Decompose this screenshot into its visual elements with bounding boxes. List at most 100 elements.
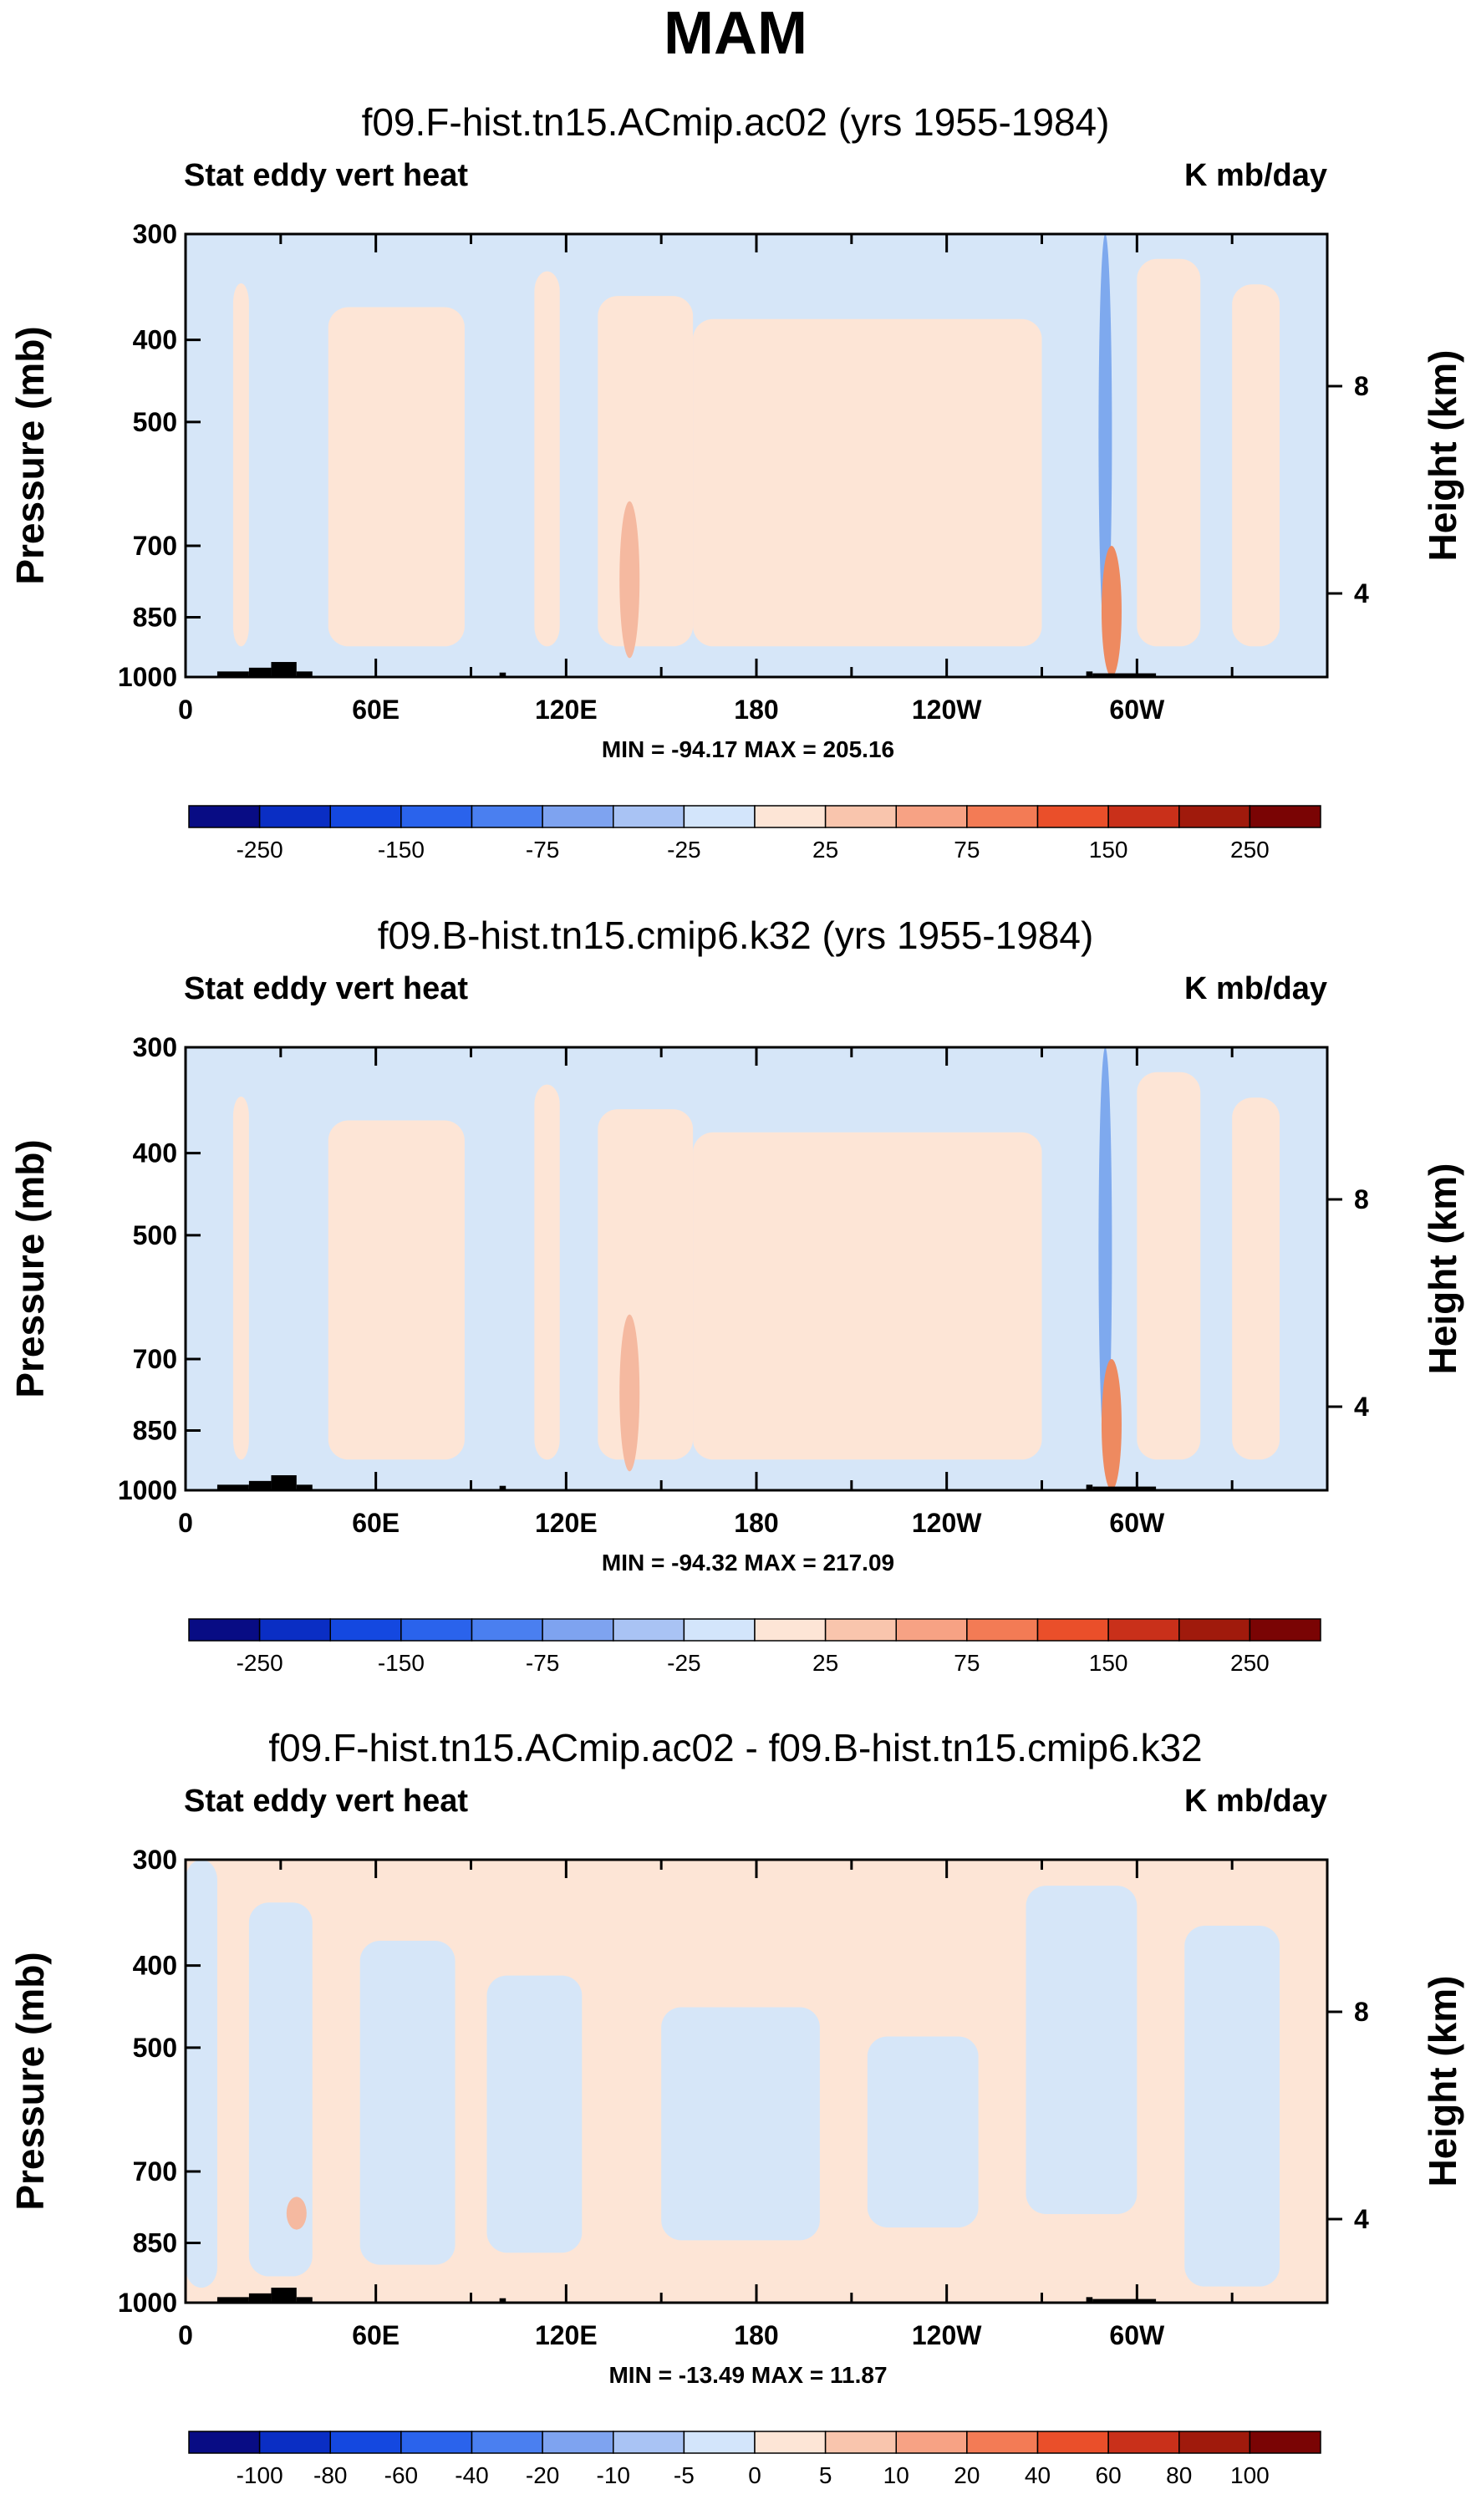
colorbar-box [895, 1618, 968, 1642]
x-tick-label: 120E [535, 1508, 598, 1538]
colorbar-box [258, 1618, 331, 1642]
x-tick-label: 60E [352, 1508, 400, 1538]
topography-mask [1086, 2297, 1093, 2303]
field-band [534, 271, 560, 647]
colorbar-label: 75 [954, 1650, 980, 1676]
colorbar-box [613, 805, 685, 828]
field-band [534, 1084, 560, 1460]
colorbar-box [1036, 2431, 1109, 2454]
field-band [328, 307, 465, 647]
colorbar-box [542, 805, 614, 828]
x-tick-label: 120E [535, 2320, 598, 2350]
field-band [693, 318, 1042, 647]
variable-label: Stat eddy vert heat [184, 158, 468, 193]
field-band [1026, 1886, 1138, 2214]
y-axis-title: Pressure (mb) [8, 1139, 52, 1397]
y-axis-title: Pressure (mb) [8, 1952, 52, 2210]
colorbar-label: -80 [313, 2462, 347, 2488]
colorbar-box [400, 2431, 473, 2454]
colorbar-label: 25 [812, 1650, 838, 1676]
colorbar-label: 40 [1025, 2462, 1051, 2488]
topography-mask [499, 1485, 506, 1490]
height-tick-label: 4 [1354, 1392, 1369, 1422]
colorbar-box [329, 805, 402, 828]
colorbar-box [895, 805, 968, 828]
colorbar-label: -25 [667, 1650, 700, 1676]
colorbar-label: -250 [237, 1650, 283, 1676]
colorbar-label: -5 [674, 2462, 695, 2488]
topography-mask [248, 667, 272, 677]
x-tick-label: 60E [352, 2320, 400, 2350]
colorbar-label: 75 [954, 837, 980, 863]
colorbar-box [824, 1618, 897, 1642]
colorbar-box [329, 1618, 402, 1642]
y-tick-label: 300 [133, 1032, 177, 1062]
field-band [598, 1109, 694, 1460]
x-tick-label: 180 [734, 2320, 778, 2350]
field-band [1137, 1072, 1201, 1460]
field-band [693, 1132, 1042, 1460]
topography-mask [499, 672, 506, 677]
colorbar-box [471, 2431, 543, 2454]
colorbar-box [1249, 2431, 1321, 2454]
x-tick-label: 0 [178, 1508, 193, 1538]
field-feature [1101, 545, 1122, 677]
right-axis-title: Height (km) [1421, 350, 1464, 562]
topography-mask [1086, 1484, 1093, 1490]
field-band [232, 1096, 249, 1460]
colorbar-label: -25 [667, 837, 700, 863]
y-tick-label: 1000 [118, 662, 177, 692]
colorbar-label: 0 [748, 2462, 761, 2488]
topography-mask [1086, 671, 1093, 677]
colorbar-label: -75 [526, 1650, 559, 1676]
x-tick-label: 180 [734, 1508, 778, 1538]
topography-mask [248, 2293, 272, 2303]
height-tick-label: 8 [1354, 371, 1369, 401]
y-tick-label: 500 [133, 1220, 177, 1250]
cross-section-plot: 0 60E 120E 180 120W 60W300400500700850100084P… [8, 1845, 1464, 2488]
colorbar-label: -100 [237, 2462, 283, 2488]
topography-mask [271, 1475, 297, 1490]
colorbar-label: 100 [1230, 2462, 1270, 2488]
min-max-stats: MIN = -13.49 MAX = 11.87 [608, 2362, 887, 2388]
y-tick-label: 1000 [118, 1475, 177, 1505]
field-band [328, 1120, 465, 1460]
topography-mask [216, 671, 249, 677]
colorbar-label: 20 [954, 2462, 980, 2488]
y-tick-label: 700 [133, 1344, 177, 1374]
colorbar-box [683, 805, 756, 828]
colorbar-box [683, 1618, 756, 1642]
colorbar-box [471, 805, 543, 828]
x-tick-label: 120W [912, 2320, 982, 2350]
y-tick-label: 400 [133, 1138, 177, 1168]
y-tick-label: 300 [133, 219, 177, 249]
colorbar-label: -60 [384, 2462, 418, 2488]
field-band [1232, 284, 1280, 647]
y-tick-label: 400 [133, 1951, 177, 1981]
chart-panel-1: f09.F-hist.tn15.ACmip.ac02 (yrs 1955-198… [0, 92, 1471, 894]
colorbar-label: 150 [1089, 1650, 1128, 1676]
topography-mask [296, 2297, 313, 2303]
colorbar-box [258, 805, 331, 828]
x-tick-label: 180 [734, 695, 778, 725]
colorbar-box [1107, 1618, 1180, 1642]
variable-label: Stat eddy vert heat [184, 971, 468, 1006]
panel-title: f09.F-hist.tn15.ACmip.ac02 (yrs 1955-198… [361, 100, 1110, 144]
colorbar-box [188, 2431, 261, 2454]
colorbar-box [188, 1618, 261, 1642]
field-feature [1098, 1047, 1112, 1452]
colorbar-label: 150 [1089, 837, 1128, 863]
y-tick-label: 1000 [118, 2288, 177, 2318]
height-tick-label: 4 [1354, 578, 1369, 608]
colorbar-box [966, 1618, 1039, 1642]
y-tick-label: 850 [133, 602, 177, 632]
colorbar-box [1036, 1618, 1109, 1642]
topography-mask [296, 671, 313, 677]
height-tick-label: 8 [1354, 1184, 1369, 1214]
min-max-stats: MIN = -94.17 MAX = 205.16 [602, 736, 894, 762]
y-tick-label: 700 [133, 531, 177, 561]
colorbar-box [1107, 805, 1180, 828]
min-max-stats: MIN = -94.32 MAX = 217.09 [602, 1550, 894, 1576]
y-tick-label: 500 [133, 407, 177, 437]
units-label: K mb/day [1183, 971, 1327, 1006]
